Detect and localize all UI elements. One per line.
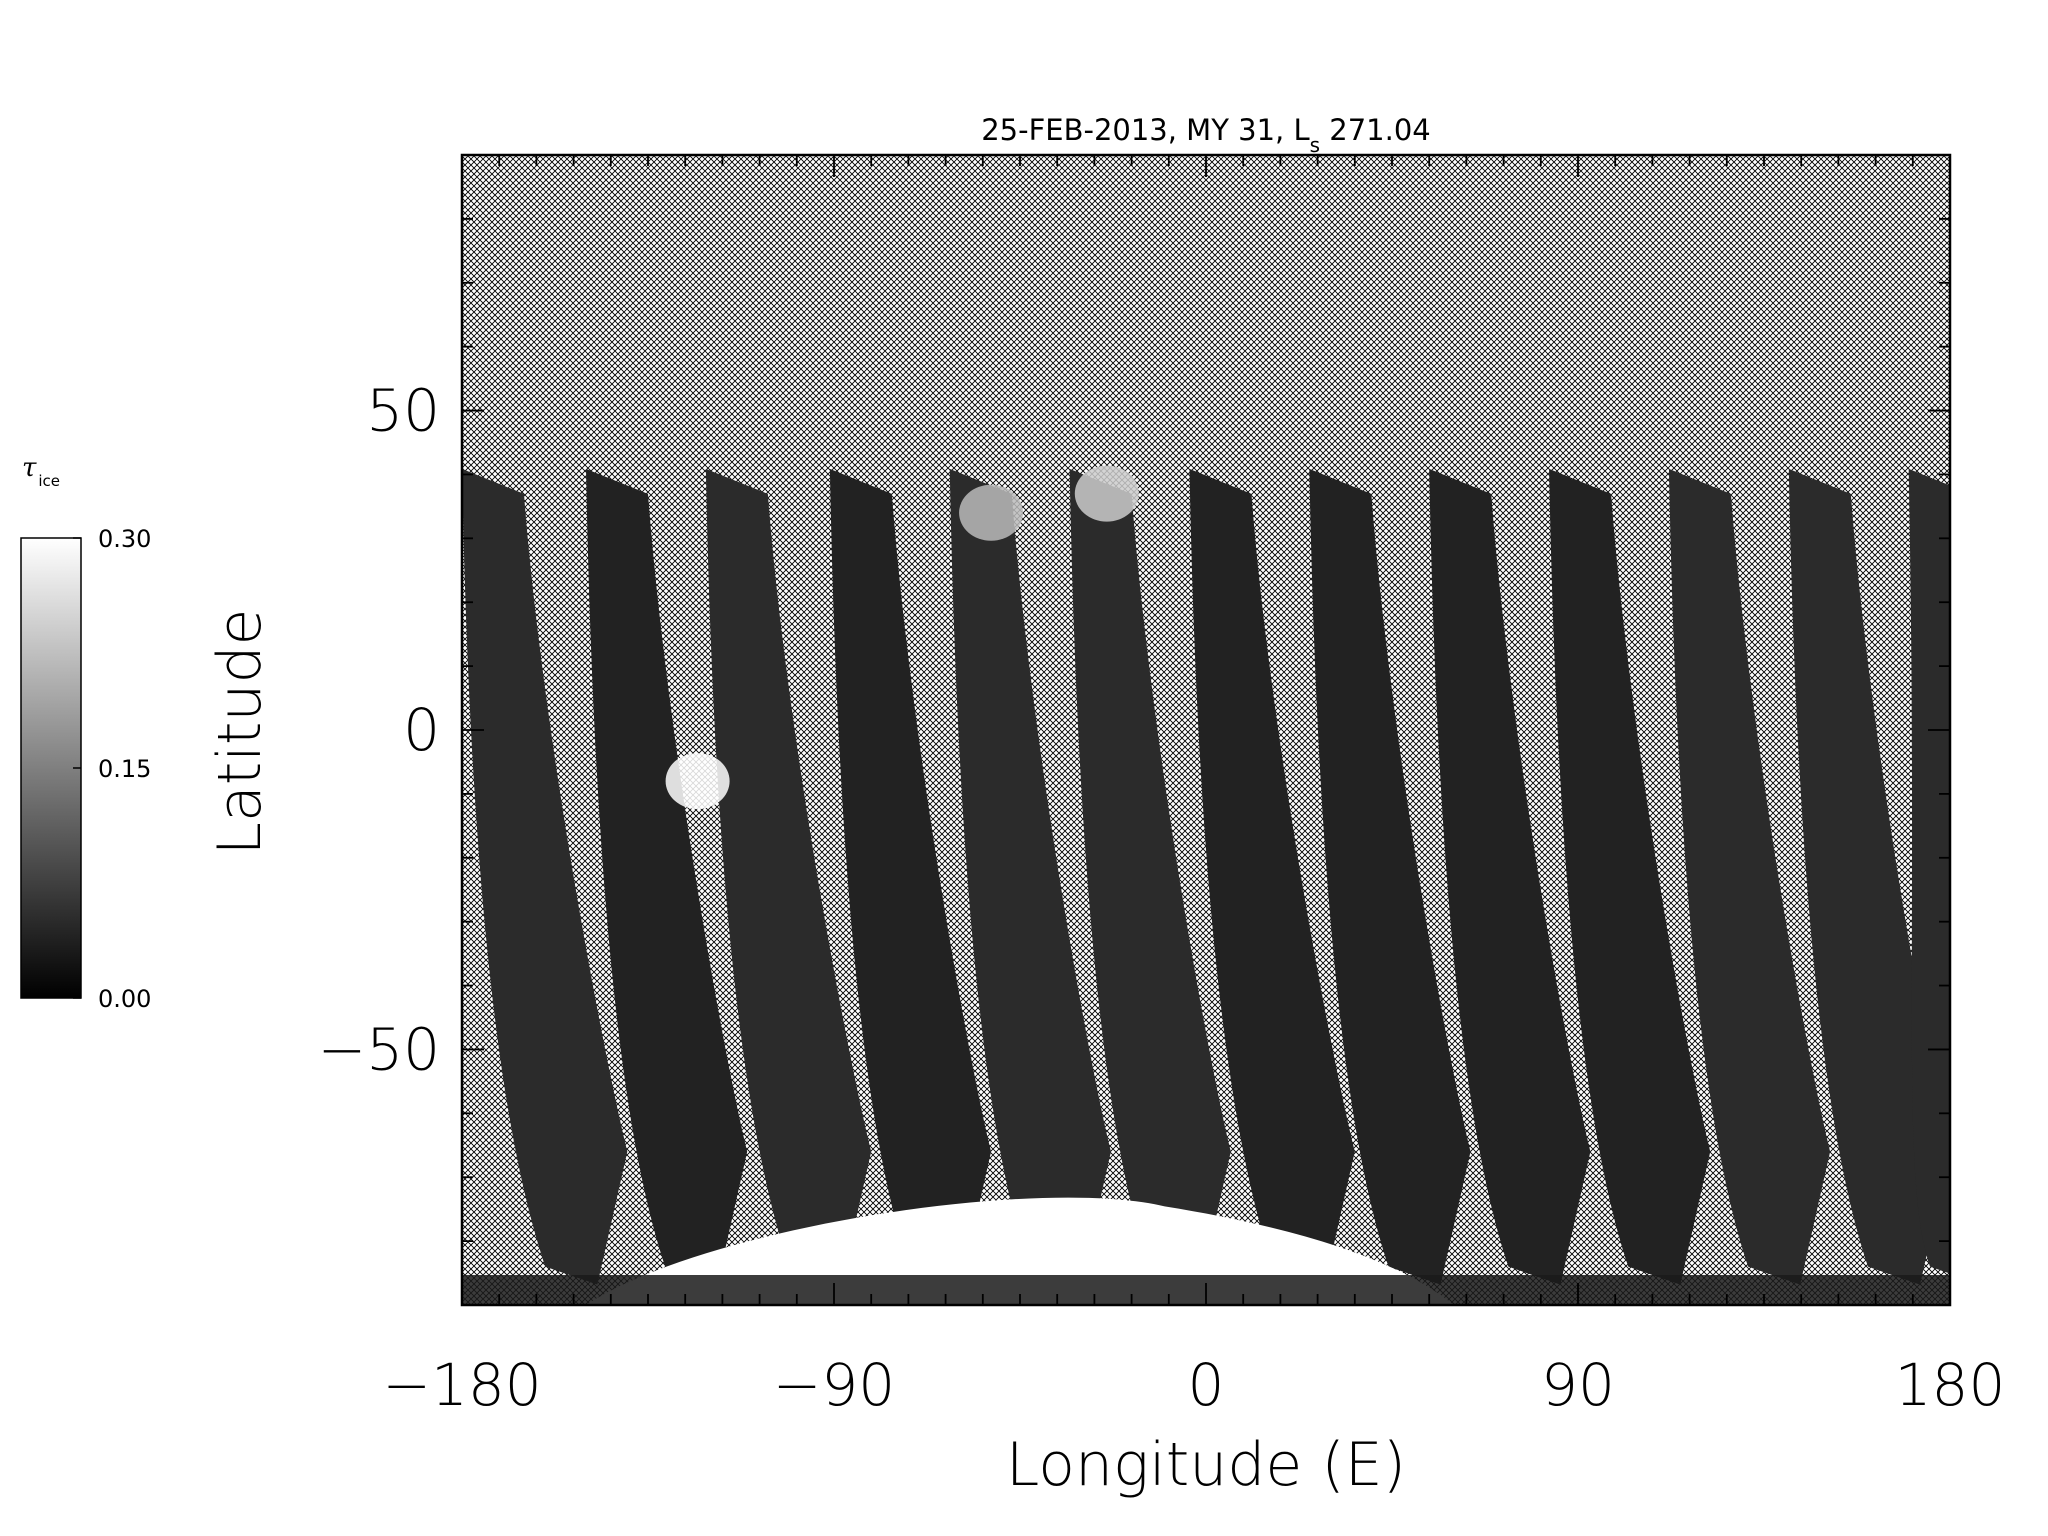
- axis-ticks: [461, 154, 1951, 1306]
- swath: [1788, 468, 1950, 1285]
- swath: [1189, 468, 1355, 1285]
- x-tick-label: 180: [1895, 1351, 2006, 1419]
- bright-ice-patches: [665, 465, 1139, 810]
- swath: [1429, 468, 1591, 1285]
- x-tick-label: −90: [773, 1351, 895, 1419]
- observation-swaths: [462, 468, 1950, 1285]
- x-tick-label: −180: [382, 1351, 541, 1419]
- swath: [1069, 468, 1231, 1285]
- colorbar-ticks: 0.30 0.15 0.00: [73, 525, 151, 1013]
- swath: [949, 468, 1111, 1285]
- y-axis-tick-labels: 50 0 −50: [318, 377, 440, 1084]
- swath: [1908, 468, 1950, 1274]
- swath: [1668, 468, 1831, 1285]
- y-tick-label: −50: [318, 1015, 440, 1083]
- swath: [1309, 468, 1471, 1285]
- swath: [1549, 468, 1711, 1285]
- swath: [462, 468, 628, 1285]
- bright-patch: [959, 484, 1024, 541]
- plot-area: [460, 153, 1952, 1307]
- colorbar-tick-label: 0.00: [98, 985, 151, 1013]
- swath: [829, 468, 992, 1285]
- x-tick-label: 0: [1188, 1351, 1225, 1419]
- colorbar-tick-label: 0.30: [98, 525, 151, 553]
- colorbar-title: τ ice: [22, 453, 60, 490]
- y-tick-label: 0: [403, 696, 440, 764]
- swath: [705, 468, 872, 1285]
- colorbar-tick-label: 0.15: [98, 755, 151, 783]
- x-tick-label: 90: [1541, 1351, 1615, 1419]
- chart-title: 25-FEB-2013, MY 31, Ls 271.04: [981, 113, 1431, 157]
- x-axis-label: Longitude (E): [1006, 1430, 1406, 1500]
- y-axis-label: Latitude: [205, 609, 275, 856]
- bright-patch: [1074, 465, 1139, 522]
- colorbar: τ ice 0.30 0.15 0.00: [20, 453, 151, 1013]
- colorbar-gradient: [20, 537, 82, 999]
- bright-patch: [665, 753, 730, 810]
- x-axis-tick-labels: −180 −90 0 90 180: [382, 1351, 2005, 1419]
- y-tick-label: 50: [366, 377, 440, 445]
- swath: [586, 468, 748, 1285]
